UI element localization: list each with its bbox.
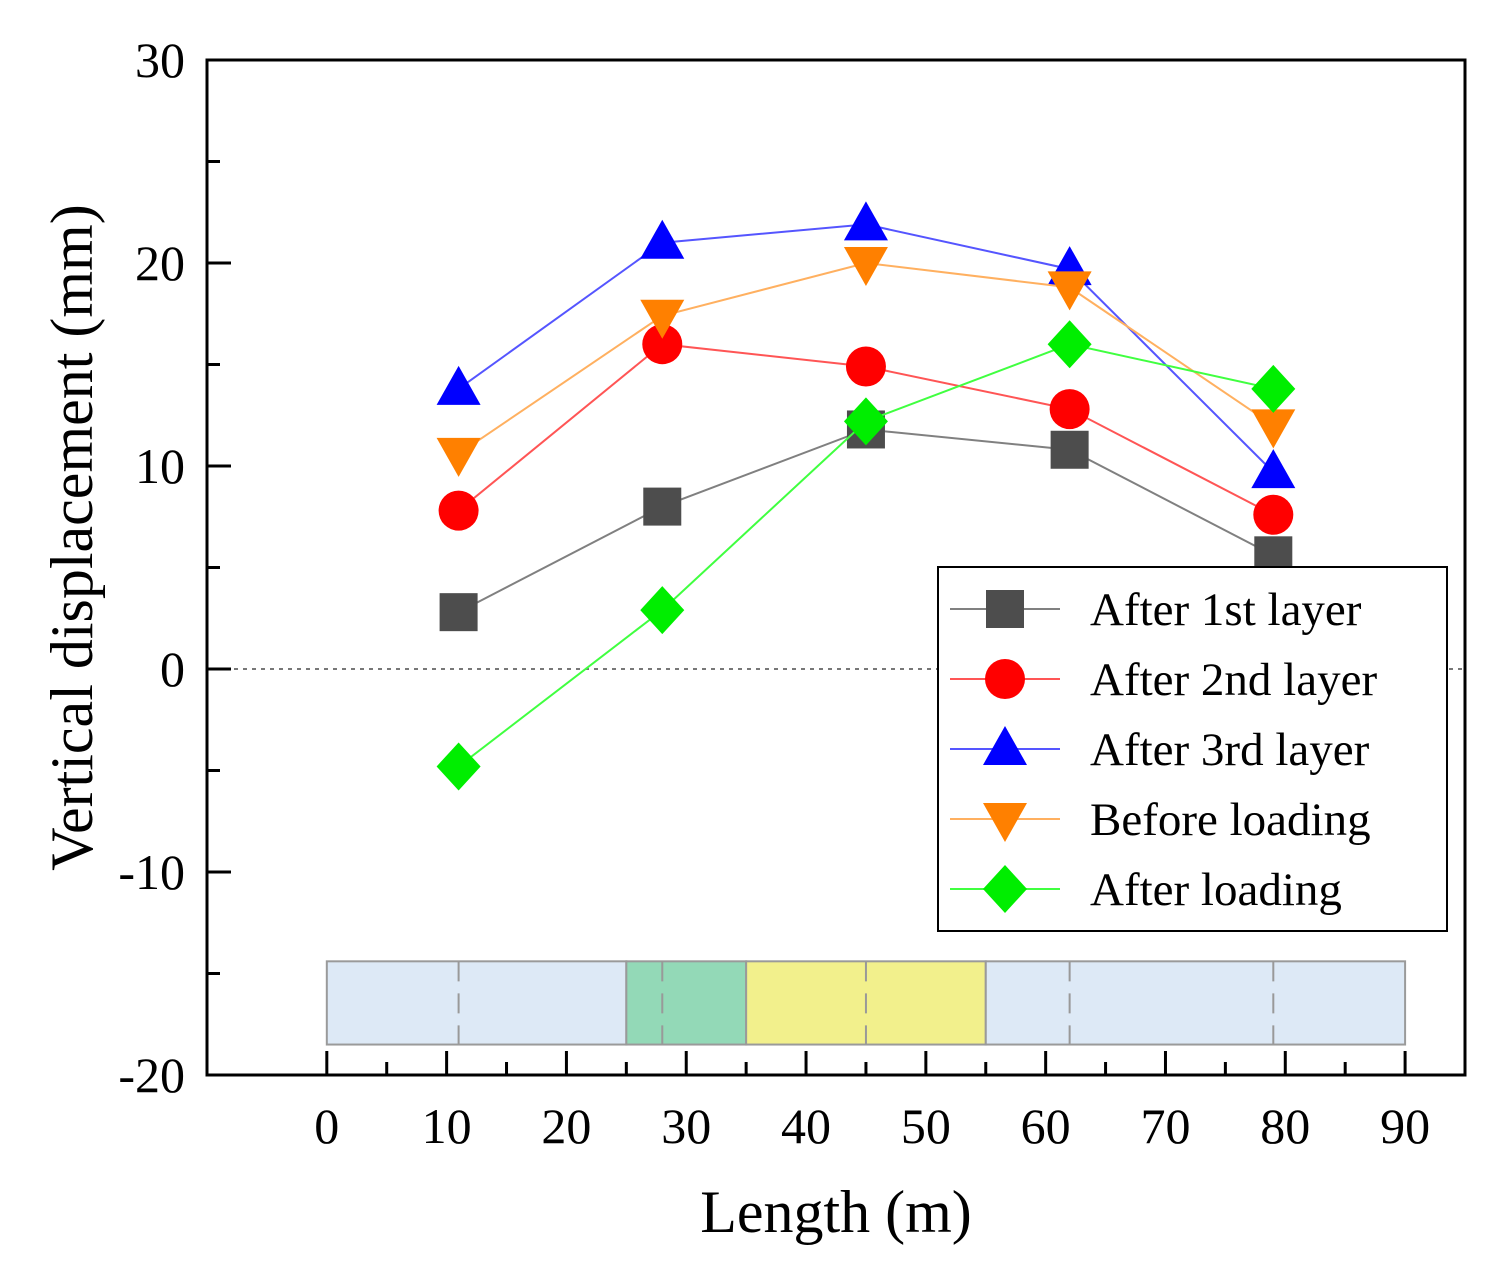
data-point	[1049, 389, 1090, 430]
legend-label: After 3rd layer	[1090, 724, 1370, 776]
data-point	[1047, 320, 1092, 369]
data-point	[1251, 409, 1296, 449]
y-tick-label: -20	[118, 1047, 185, 1103]
data-point	[1047, 271, 1092, 311]
data-point	[642, 324, 683, 365]
axis-tick-labels: 0 10 20 30 40 50 60 70 80 90 -20 -10 0 10 20 30	[118, 32, 1430, 1154]
data-point	[436, 437, 481, 477]
series-5	[436, 320, 1296, 791]
legend-swatch-marker	[986, 590, 1024, 628]
data-point	[439, 593, 478, 632]
legend-label: Before loading	[1090, 794, 1371, 846]
data-point	[436, 742, 481, 791]
legend-swatch-marker	[983, 726, 1027, 765]
y-tick-label: 30	[135, 32, 185, 88]
schematic-segment-1	[325, 960, 628, 1046]
data-point	[640, 299, 685, 339]
x-tick-label: 0	[314, 1098, 339, 1154]
axis-ticks	[207, 58, 1407, 1077]
legend: After 1st layer After 2nd layer After 3rd …	[937, 566, 1448, 932]
series-2	[438, 324, 1294, 535]
x-tick-label: 40	[781, 1098, 831, 1154]
schematic	[325, 960, 1407, 1046]
legend-label: After loading	[1090, 864, 1342, 916]
data-point	[1251, 364, 1296, 413]
series-4	[436, 247, 1296, 477]
legend-item-1: After 1st layer	[950, 584, 1362, 636]
x-tick-label: 10	[422, 1098, 472, 1154]
legend-item-5: After loading	[950, 864, 1342, 916]
y-axis-title: Vertical displacement (mm)	[39, 204, 105, 870]
x-tick-label: 60	[1021, 1098, 1071, 1154]
y-tick-label: 0	[160, 641, 185, 697]
data-point	[843, 247, 888, 286]
y-tick-label: 10	[135, 438, 185, 494]
schematic-segment-2	[625, 960, 748, 1046]
data-point	[845, 346, 886, 387]
x-tick-label: 20	[541, 1098, 591, 1154]
data-point	[438, 490, 479, 531]
x-tick-label: 70	[1140, 1098, 1190, 1154]
x-tick-label: 90	[1380, 1098, 1430, 1154]
series-layer	[436, 201, 1296, 791]
legend-item-3: After 3rd layer	[950, 724, 1370, 776]
legend-item-4: Before loading	[950, 794, 1371, 846]
legend-label: After 2nd layer	[1090, 654, 1377, 706]
data-point	[843, 397, 888, 446]
x-tick-label: 50	[901, 1098, 951, 1154]
data-point	[640, 586, 685, 635]
legend-label: After 1st layer	[1090, 584, 1362, 636]
legend-swatch-marker	[985, 659, 1025, 699]
data-point	[1050, 430, 1089, 469]
legend-item-2: After 2nd layer	[950, 654, 1377, 706]
data-point	[843, 201, 888, 241]
data-point	[1253, 494, 1294, 535]
data-point	[640, 219, 685, 259]
x-tick-label: 30	[661, 1098, 711, 1154]
x-tick-label: 80	[1260, 1098, 1310, 1154]
x-axis-title: Length (m)	[700, 1179, 972, 1245]
y-tick-label: -10	[118, 844, 185, 900]
data-point	[643, 487, 682, 526]
legend-swatch-marker	[983, 865, 1027, 913]
schematic-segment-4	[984, 960, 1407, 1046]
data-point	[436, 365, 481, 405]
legend-swatch-marker	[983, 803, 1027, 842]
y-tick-label: 20	[135, 235, 185, 291]
data-point	[1251, 449, 1296, 489]
